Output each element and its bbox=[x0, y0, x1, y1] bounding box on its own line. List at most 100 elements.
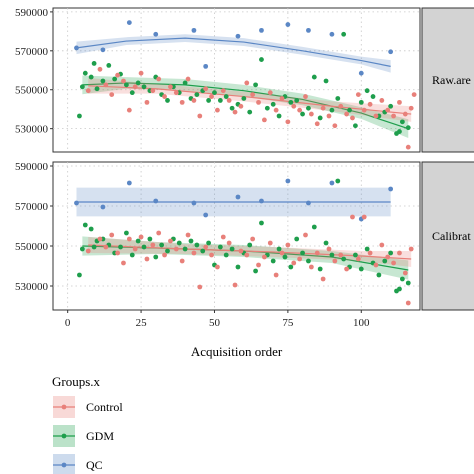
control-point bbox=[411, 92, 417, 97]
facet-strip bbox=[421, 161, 474, 311]
gdm-point bbox=[300, 111, 305, 117]
gdm-point bbox=[188, 238, 194, 244]
control-point bbox=[279, 96, 285, 101]
panel-background bbox=[52, 161, 421, 311]
facet-strip-label: Raw.are bbox=[432, 73, 471, 87]
gdm-point bbox=[217, 98, 223, 103]
gdm-point bbox=[247, 242, 253, 248]
y-tick-label: 550000 bbox=[15, 85, 49, 97]
qc-point bbox=[306, 27, 311, 33]
gdm-point bbox=[259, 220, 264, 226]
gdm-point bbox=[118, 244, 123, 250]
legend-label: GDM bbox=[86, 429, 114, 443]
gdm-point bbox=[388, 250, 394, 256]
gdm-point bbox=[206, 98, 212, 103]
control-point bbox=[273, 107, 279, 113]
control-point bbox=[297, 107, 303, 113]
legend-key-point bbox=[61, 433, 67, 439]
control-point bbox=[279, 250, 285, 256]
control-point bbox=[126, 107, 132, 113]
gdm-point bbox=[165, 98, 170, 103]
control-point bbox=[261, 117, 267, 123]
control-point bbox=[121, 78, 126, 84]
y-tick-label: 590000 bbox=[15, 7, 49, 19]
control-point bbox=[109, 92, 115, 97]
x-tick-label: 50 bbox=[209, 317, 221, 329]
control-point bbox=[179, 99, 185, 105]
gdm-point bbox=[82, 70, 88, 76]
control-point bbox=[285, 242, 291, 248]
gdm-point bbox=[194, 242, 200, 248]
control-point bbox=[115, 250, 120, 256]
legend: Groups.x Control GDM QC bbox=[52, 374, 123, 474]
control-point bbox=[320, 105, 326, 111]
gdm-point bbox=[353, 123, 358, 129]
y-tick-label: 530000 bbox=[15, 281, 49, 293]
gdm-point bbox=[282, 254, 288, 260]
control-point bbox=[203, 86, 209, 92]
control-point bbox=[261, 254, 267, 260]
qc-point bbox=[191, 27, 197, 33]
control-point bbox=[367, 250, 373, 256]
qc-fit-line bbox=[76, 37, 391, 67]
gdm-point bbox=[253, 82, 258, 88]
gdm-point bbox=[397, 129, 402, 134]
gdm-point bbox=[335, 178, 341, 184]
control-point bbox=[150, 242, 156, 248]
gdm-point bbox=[135, 80, 141, 86]
control-point bbox=[256, 99, 261, 105]
control-point bbox=[367, 101, 373, 107]
gdm-point bbox=[77, 113, 82, 119]
qc-point bbox=[235, 33, 241, 39]
control-point bbox=[285, 119, 291, 125]
control-point bbox=[173, 246, 179, 252]
gdm-point bbox=[353, 252, 358, 258]
gdm-point bbox=[358, 266, 364, 272]
gdm-point bbox=[206, 240, 212, 246]
qc-point bbox=[126, 180, 132, 186]
control-point bbox=[385, 107, 391, 113]
gdm-point bbox=[405, 280, 411, 286]
control-point bbox=[350, 214, 355, 220]
control-point bbox=[162, 94, 167, 99]
control-point bbox=[168, 238, 173, 244]
qc-point bbox=[306, 200, 311, 206]
gdm-point bbox=[212, 90, 217, 96]
qc-point bbox=[191, 200, 197, 206]
control-point bbox=[232, 282, 238, 288]
gdm-point bbox=[176, 240, 182, 246]
gdm-point bbox=[88, 74, 94, 80]
gdm-point bbox=[276, 246, 282, 252]
gdm-point bbox=[247, 109, 253, 115]
qc-point bbox=[329, 31, 335, 37]
control-point bbox=[267, 90, 273, 96]
control-point bbox=[338, 103, 344, 109]
qc-point bbox=[203, 63, 209, 69]
control-point bbox=[373, 262, 379, 268]
control-point bbox=[197, 284, 203, 290]
gdm-point bbox=[235, 264, 241, 270]
gdm-point bbox=[79, 246, 85, 252]
control-point bbox=[250, 92, 256, 97]
gdm-point bbox=[294, 236, 300, 242]
gdm-point bbox=[364, 246, 370, 252]
gdm-point bbox=[100, 78, 106, 84]
gdm-point bbox=[364, 88, 370, 94]
gdm-point bbox=[306, 105, 311, 111]
qc-point bbox=[74, 200, 79, 206]
control-point bbox=[391, 260, 396, 266]
gdm-point bbox=[317, 266, 323, 272]
control-point bbox=[85, 248, 91, 254]
control-point bbox=[215, 264, 220, 270]
control-point bbox=[332, 123, 338, 129]
control-point bbox=[297, 256, 303, 262]
y-tick-label: 590000 bbox=[15, 161, 49, 173]
x-axis-title: Acquisition order bbox=[191, 344, 283, 359]
legend-item-control: Control bbox=[53, 396, 123, 418]
y-tick-label: 550000 bbox=[15, 241, 49, 253]
qc-point bbox=[235, 194, 241, 200]
legend-item-gdm: GDM bbox=[53, 425, 114, 447]
x-tick-label: 0 bbox=[65, 317, 71, 329]
gdm-point bbox=[241, 96, 247, 101]
